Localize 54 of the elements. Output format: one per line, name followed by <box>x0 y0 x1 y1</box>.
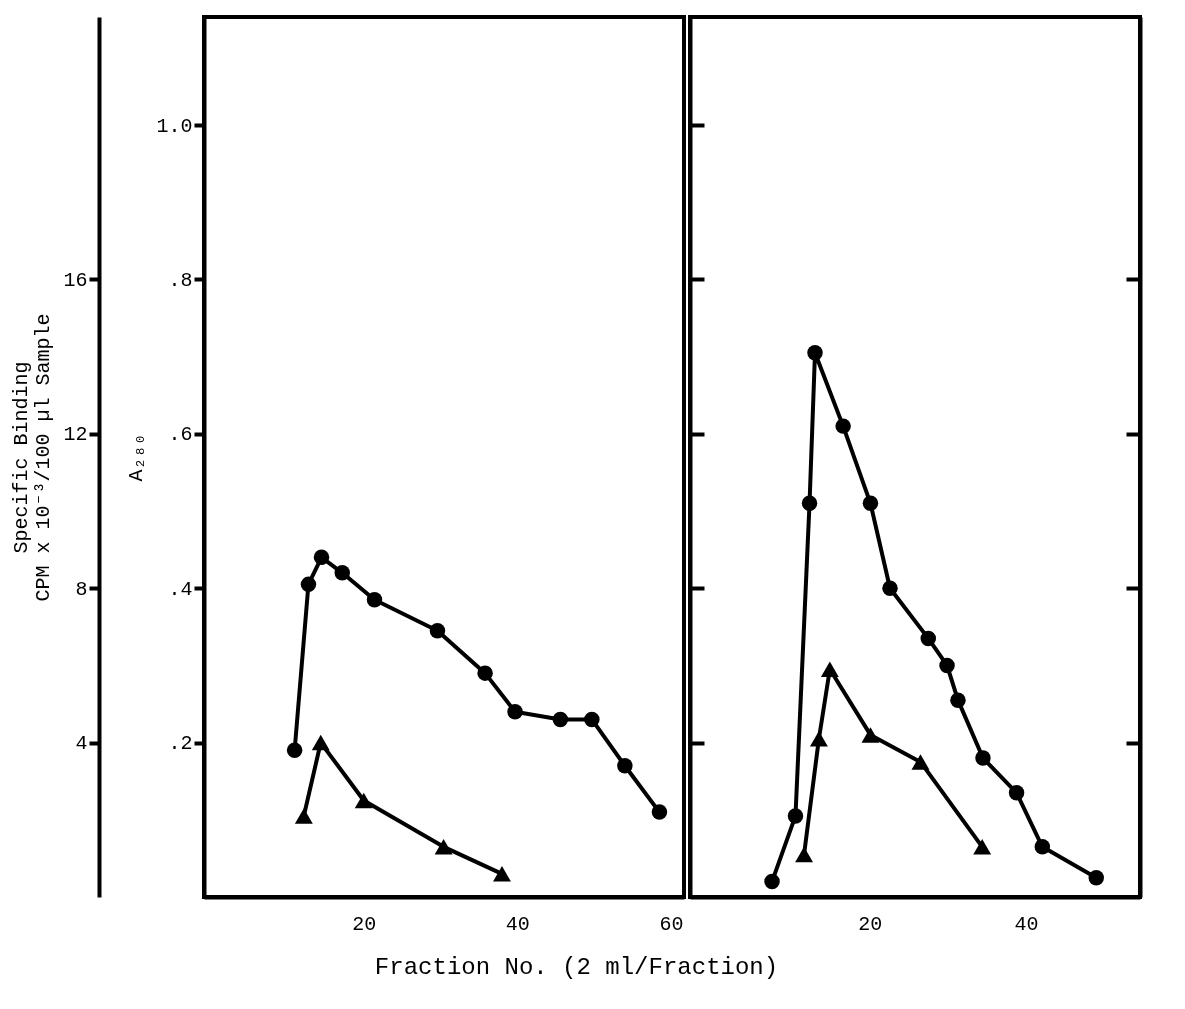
point <box>973 839 992 855</box>
point <box>835 418 851 434</box>
y2-axis-title: Specific Binding CPM x 10⁻³/100 µl Sample <box>10 313 56 602</box>
point <box>920 630 937 647</box>
point <box>313 549 330 566</box>
point <box>366 592 383 608</box>
x-tick-label: 20 <box>858 912 883 936</box>
point <box>584 711 600 728</box>
point <box>862 495 879 512</box>
x-tick-label: 20 <box>352 912 377 936</box>
point <box>617 758 633 774</box>
x-tick-label: 40 <box>505 912 530 936</box>
x-axis-title: Fraction No. (2 ml/Fraction) <box>374 954 779 981</box>
y2-tick-label: 8 <box>75 577 88 601</box>
point <box>1008 785 1025 801</box>
y2-tick-label: 16 <box>63 268 88 292</box>
point <box>493 866 511 882</box>
point <box>354 792 373 809</box>
point <box>286 742 303 759</box>
point <box>429 622 446 639</box>
y2-tick-label: 4 <box>75 732 88 756</box>
point <box>950 692 966 708</box>
point <box>651 804 668 820</box>
point <box>764 873 780 890</box>
point <box>911 754 930 770</box>
y-tick-label: .8 <box>168 268 193 292</box>
point <box>787 808 804 824</box>
x-tick-label: 60 <box>659 912 684 936</box>
point <box>809 731 828 747</box>
point <box>552 711 569 728</box>
y-tick-label: .4 <box>168 577 193 601</box>
y-tick-label: 1.0 <box>156 114 193 138</box>
x-tick-label: 40 <box>1014 912 1039 936</box>
point <box>795 846 814 863</box>
point <box>507 704 523 720</box>
point <box>939 657 955 674</box>
y-tick-label: .2 <box>168 732 193 756</box>
point <box>334 565 350 581</box>
y-tick-label: .6 <box>168 423 193 447</box>
y2-tick-label: 12 <box>63 423 88 447</box>
point <box>801 495 818 512</box>
point <box>1034 839 1051 855</box>
point <box>300 576 317 593</box>
point <box>1088 869 1104 886</box>
point <box>311 734 330 751</box>
point <box>477 665 493 681</box>
point <box>434 839 453 855</box>
point <box>882 580 898 596</box>
point <box>861 727 880 743</box>
point <box>294 808 313 824</box>
point <box>807 345 823 361</box>
point <box>820 661 839 678</box>
point <box>975 750 991 766</box>
y-axis-title: A₂₈₀ <box>125 433 149 482</box>
